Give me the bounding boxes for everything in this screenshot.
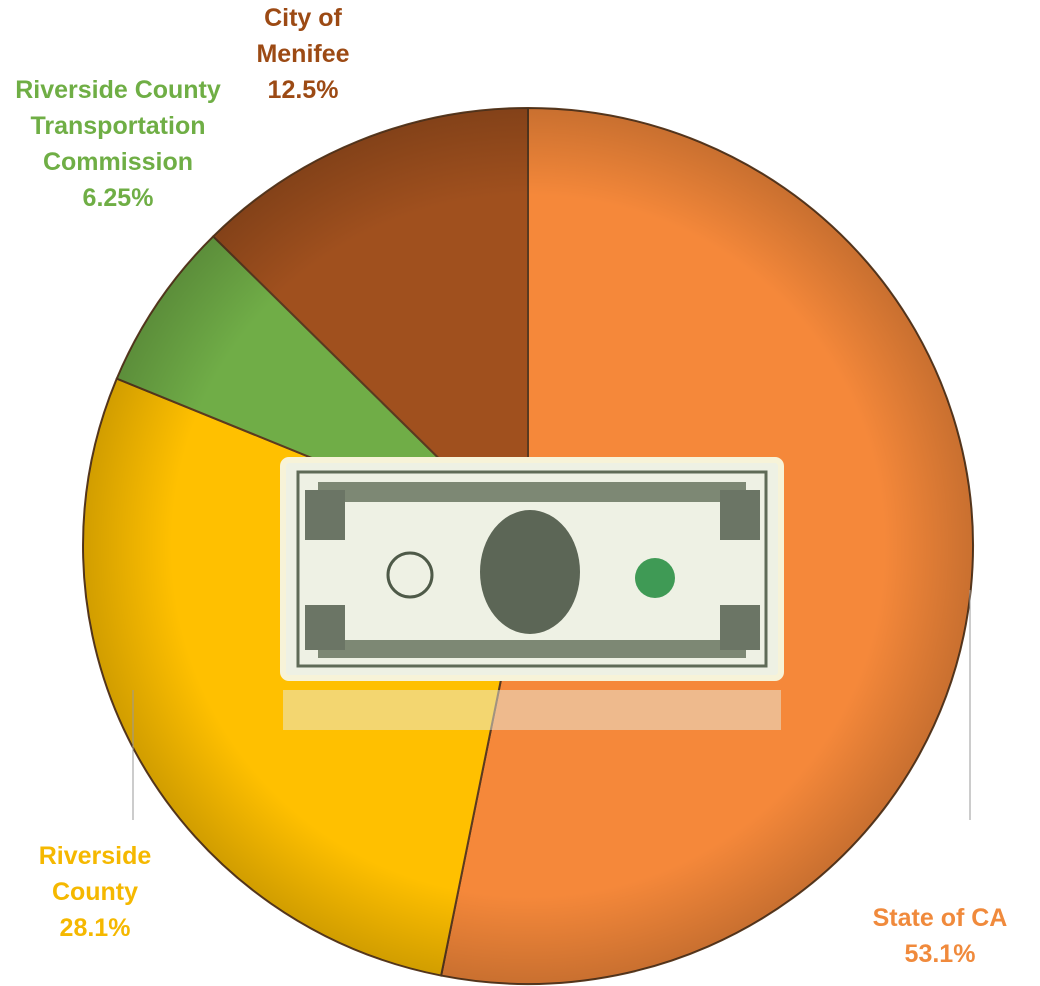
bill-band <box>318 640 746 658</box>
dollar-bill <box>280 457 784 730</box>
bill-border <box>296 470 768 668</box>
bill-corner <box>720 605 760 650</box>
bill-portrait <box>480 510 580 634</box>
bill-seal <box>386 551 434 599</box>
bill-corner <box>305 490 345 540</box>
bill-reflection <box>283 690 781 730</box>
slice-label: City of Menifee 12.5% <box>228 0 378 108</box>
bill-corner <box>720 490 760 540</box>
slice-value: 28.1% <box>59 914 131 942</box>
slice-label: Riverside County Transportation Commissi… <box>13 72 223 216</box>
slice-label: Riverside County 28.1% <box>15 838 175 946</box>
bill-band <box>318 482 746 502</box>
slice-label: State of CA 53.1% <box>830 900 1040 972</box>
slice-name: Riverside County <box>38 842 152 906</box>
bill-corner <box>305 605 345 650</box>
slice-value: 12.5% <box>267 76 339 104</box>
slice-value: 6.25% <box>82 184 154 212</box>
bill-seal <box>635 558 675 598</box>
slice-value: 53.1% <box>904 940 976 968</box>
slice-name: City of Menifee <box>256 4 350 68</box>
slice-name: State of CA <box>872 904 1008 932</box>
slice-name: Riverside County Transportation Commissi… <box>15 76 221 176</box>
